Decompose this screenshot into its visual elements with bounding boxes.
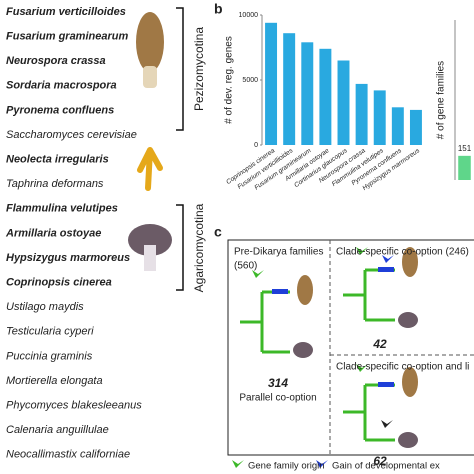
species-name: Ustilago maydis <box>6 301 84 313</box>
bar <box>391 107 404 145</box>
y-tick-label: 10000 <box>239 12 259 19</box>
species-name: Flammulina velutipes <box>6 203 118 215</box>
species-name: Pyronema confluens <box>6 104 114 116</box>
panel-label: b <box>214 1 223 17</box>
y-tick-label: 5000 <box>242 77 258 84</box>
species-name: Mortierella elongata <box>6 375 103 387</box>
species-name: Sordaria macrospora <box>6 80 117 92</box>
species-name: Taphrina deformans <box>6 178 104 190</box>
species-name: Coprinopsis cinerea <box>6 277 112 289</box>
tree <box>240 268 395 442</box>
species-name: Saccharomyces cerevisiae <box>6 129 137 141</box>
neolecta-icon <box>137 147 163 191</box>
bar <box>337 60 350 145</box>
morel-icon <box>297 247 418 397</box>
mushroom-icon <box>293 312 418 448</box>
bar <box>373 90 386 145</box>
bar <box>409 109 422 145</box>
bracket <box>176 7 184 131</box>
label: (560) <box>234 261 257 272</box>
mushroom-icon <box>128 224 172 271</box>
count: 314 <box>268 376 288 390</box>
origin-marker <box>356 247 368 255</box>
count: 42 <box>372 337 387 351</box>
origin-marker <box>356 364 368 372</box>
bracket <box>176 204 184 291</box>
bar <box>319 48 332 145</box>
y-axis-label: # of dev. reg. genes <box>224 36 235 124</box>
species-name: Armillaria ostoyae <box>5 227 101 239</box>
species-name: Fusarium graminearum <box>6 31 128 43</box>
species-name: Phycomyces blakesleeanus <box>6 400 142 412</box>
y-axis-label: # of gene families <box>436 61 447 139</box>
bar <box>355 83 368 145</box>
legend-entry: Gain of developmental ex <box>332 461 440 472</box>
bar <box>458 155 471 180</box>
bar <box>265 22 278 145</box>
species-name: Neurospora crassa <box>6 55 106 67</box>
species-name: Neolecta irregularis <box>6 154 109 166</box>
species-name: Hypsizygus marmoreus <box>6 252 130 264</box>
group-label: Pezizomycotina <box>192 27 206 111</box>
panel-label: c <box>214 224 222 240</box>
count: 62 <box>373 454 387 468</box>
species-name: Neocallimastix californiae <box>6 449 130 461</box>
legend-icon <box>232 460 244 468</box>
label: Clade-specific co-option (246) <box>336 247 469 258</box>
panel-frame <box>227 239 474 456</box>
gain-marker <box>272 267 394 387</box>
bar <box>283 33 296 146</box>
species-name: Testicularia cyperi <box>6 326 94 338</box>
bar <box>301 42 314 145</box>
legend-entry: Gene family origin <box>248 461 325 472</box>
species-name: Calenaria anguillulae <box>6 424 109 436</box>
origin-marker <box>252 270 264 278</box>
species-name: Puccinia graminis <box>6 350 93 362</box>
label: Parallel co-option <box>239 393 316 404</box>
label: Clade-specific co-option and li <box>336 362 469 373</box>
value-label: 151 <box>458 144 472 153</box>
species-name: Fusarium verticilloides <box>6 6 126 18</box>
morel-icon <box>136 12 164 88</box>
label: Pre-Dikarya families <box>234 247 323 258</box>
legend-icon <box>316 460 328 468</box>
y-tick-label: 0 <box>254 142 258 149</box>
loss-arrow <box>381 420 393 428</box>
group-label: Agaricomycotina <box>192 203 206 292</box>
gain-arrow <box>382 255 394 263</box>
